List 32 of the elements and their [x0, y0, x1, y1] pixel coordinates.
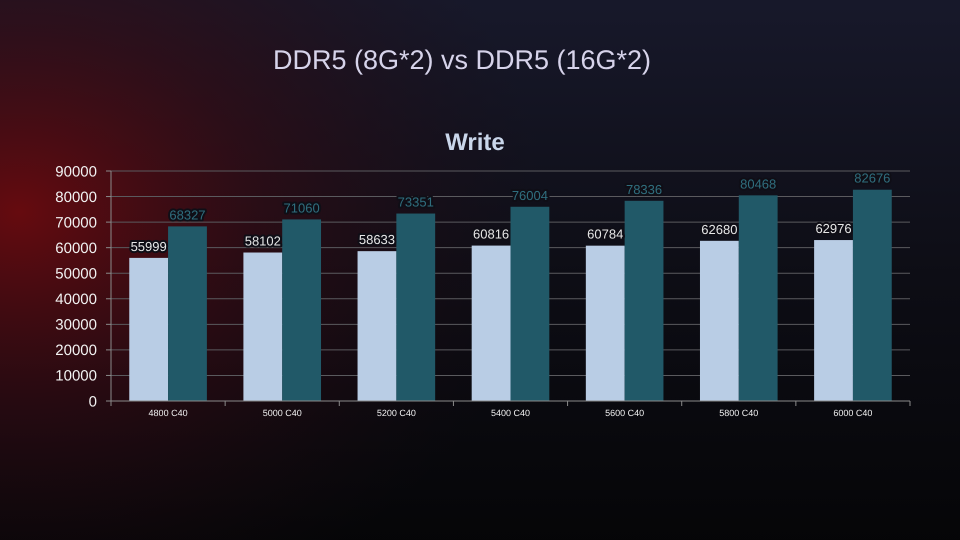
data-label: 62976 — [815, 221, 852, 236]
data-label: 58102 — [244, 234, 281, 249]
data-label: 68327 — [169, 207, 206, 222]
y-tick-label: 90000 — [55, 163, 97, 180]
x-tick-label: 5000 C40 — [262, 408, 302, 418]
y-tick-label: 80000 — [55, 188, 97, 206]
data-label: 60784 — [587, 226, 624, 242]
y-tick-label: 60000 — [55, 240, 97, 257]
y-tick-label: 0 — [88, 393, 97, 410]
data-label: 80468 — [740, 176, 776, 192]
y-tick-label: 30000 — [55, 316, 97, 334]
y-tick-label: 20000 — [55, 342, 97, 360]
x-tick-label: 5200 C40 — [376, 408, 416, 418]
data-label: 73351 — [398, 194, 434, 210]
x-tick-label: 4800 C40 — [148, 408, 188, 418]
x-tick-label: 5400 C40 — [490, 408, 530, 418]
y-tick-label: 70000 — [55, 214, 97, 232]
data-label: 58633 — [358, 232, 396, 248]
data-label: 62680 — [701, 222, 738, 237]
y-tick-label: 50000 — [55, 265, 97, 282]
y-tick-label: 10000 — [55, 368, 97, 385]
data-label: 71060 — [284, 200, 320, 216]
data-label: 82676 — [854, 170, 890, 186]
x-tick-label: 5600 C40 — [605, 408, 644, 418]
y-tick-label: 40000 — [55, 291, 97, 308]
data-label: 60816 — [473, 226, 510, 242]
data-label: 78336 — [626, 182, 662, 197]
chart-subtitle: Write — [445, 129, 505, 156]
x-tick-label: 5800 C40 — [719, 408, 758, 418]
x-tick-label: 6000 C40 — [833, 408, 872, 418]
chart-title: DDR5 (8G*2) vs DDR5 (16G*2) — [272, 45, 652, 75]
data-label: 55999 — [130, 238, 167, 254]
